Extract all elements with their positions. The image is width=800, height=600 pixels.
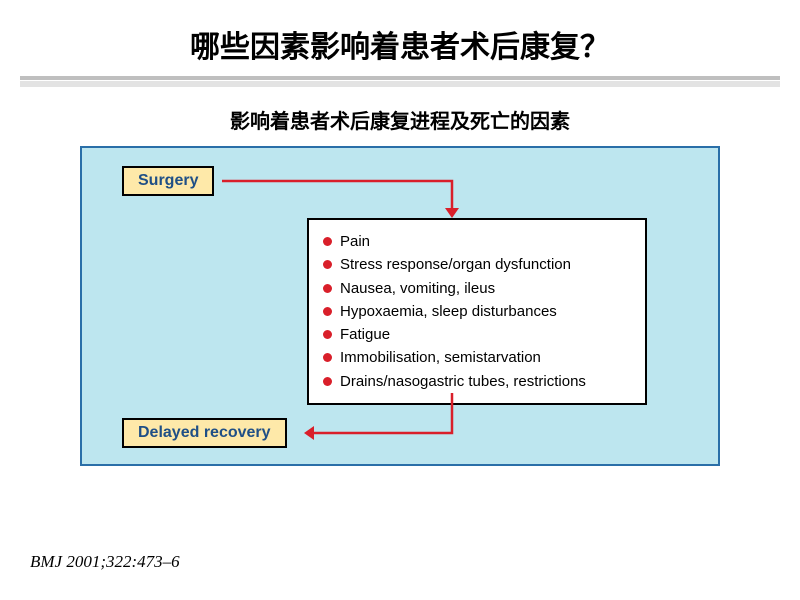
- node-surgery-label: Surgery: [138, 172, 198, 189]
- bullet-icon: [323, 330, 332, 339]
- factor-text: Stress response/organ dysfunction: [340, 253, 571, 276]
- title-divider: [0, 76, 800, 87]
- factor-text: Fatigue: [340, 323, 390, 346]
- factor-text: Pain: [340, 230, 370, 253]
- bullet-icon: [323, 377, 332, 386]
- factor-text: Drains/nasogastric tubes, restrictions: [340, 370, 586, 393]
- page-title: 哪些因素影响着患者术后康复？: [0, 0, 800, 76]
- factor-text: Hypoxaemia, sleep disturbances: [340, 300, 557, 323]
- factor-item: Pain: [323, 230, 629, 253]
- factor-text: Immobilisation, semistarvation: [340, 346, 541, 369]
- citation: BMJ 2001;322:473–6: [30, 552, 180, 572]
- factor-item: Immobilisation, semistarvation: [323, 346, 629, 369]
- factor-item: Stress response/organ dysfunction: [323, 253, 629, 276]
- flow-diagram: Surgery PainStress response/organ dysfun…: [80, 146, 720, 466]
- factor-item: Hypoxaemia, sleep disturbances: [323, 300, 629, 323]
- bullet-icon: [323, 353, 332, 362]
- node-recovery-label: Delayed recovery: [138, 424, 271, 441]
- bullet-icon: [323, 307, 332, 316]
- factor-item: Nausea, vomiting, ileus: [323, 277, 629, 300]
- node-factors: PainStress response/organ dysfunctionNau…: [307, 218, 647, 405]
- factor-item: Fatigue: [323, 323, 629, 346]
- node-delayed-recovery: Delayed recovery: [122, 418, 287, 448]
- node-surgery: Surgery: [122, 166, 214, 196]
- bullet-icon: [323, 284, 332, 293]
- factor-text: Nausea, vomiting, ileus: [340, 277, 495, 300]
- bullet-icon: [323, 260, 332, 269]
- subtitle: 影响着患者术后康复进程及死亡的因素: [0, 105, 800, 134]
- factor-item: Drains/nasogastric tubes, restrictions: [323, 370, 629, 393]
- bullet-icon: [323, 237, 332, 246]
